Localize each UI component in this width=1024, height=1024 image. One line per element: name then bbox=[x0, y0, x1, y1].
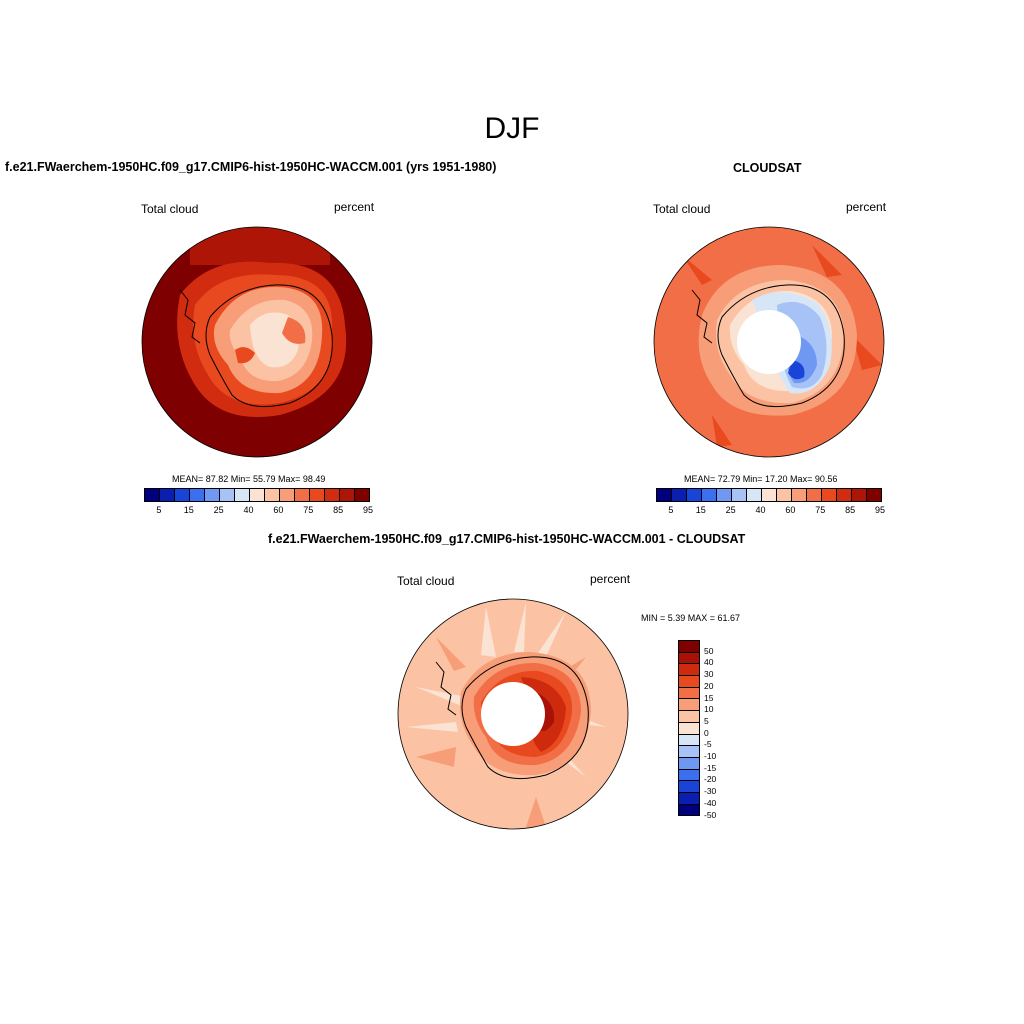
colorbar-swatch bbox=[679, 676, 699, 688]
colorbar-tick-label: 60 bbox=[273, 505, 284, 515]
colorbar-swatch bbox=[657, 489, 672, 501]
colorbar-swatch bbox=[679, 804, 699, 816]
model-colorbar bbox=[144, 488, 370, 502]
colorbar-swatch bbox=[310, 489, 325, 501]
colorbar-swatch bbox=[295, 489, 310, 501]
colorbar-swatch bbox=[265, 489, 280, 501]
colorbar-swatch bbox=[702, 489, 717, 501]
colorbar-swatch bbox=[732, 489, 747, 501]
colorbar-swatch bbox=[822, 489, 837, 501]
colorbar-tick-label: 60 bbox=[785, 505, 796, 515]
colorbar-tick-label: 5 bbox=[668, 505, 674, 515]
colorbar-swatch bbox=[145, 489, 160, 501]
colorbar-swatch bbox=[679, 769, 699, 782]
colorbar-tick-label: 40 bbox=[755, 505, 766, 515]
colorbar-tick-label: -5 bbox=[704, 739, 712, 750]
colorbar-swatch bbox=[679, 792, 699, 805]
colorbar-swatch bbox=[807, 489, 822, 501]
colorbar-swatch bbox=[837, 489, 852, 501]
obs-colorbar bbox=[656, 488, 882, 502]
colorbar-tick-label: -10 bbox=[704, 751, 717, 761]
model-units-label: percent bbox=[334, 200, 375, 214]
colorbar-swatch bbox=[679, 711, 699, 723]
colorbar-swatch bbox=[679, 652, 699, 665]
colorbar-swatch bbox=[175, 489, 190, 501]
colorbar-swatch bbox=[762, 489, 777, 501]
colorbar-tick-label: 95 bbox=[874, 505, 885, 515]
colorbar-swatch bbox=[679, 734, 699, 747]
colorbar-tick-label: -50 bbox=[704, 809, 717, 820]
colorbar-swatch bbox=[852, 489, 867, 501]
colorbar-tick-label: 75 bbox=[815, 505, 826, 515]
colorbar-tick-label: 40 bbox=[704, 657, 714, 668]
colorbar-tick-label: 15 bbox=[695, 505, 706, 515]
colorbar-swatch bbox=[679, 641, 699, 653]
colorbar-tick-label: 15 bbox=[704, 692, 714, 703]
model-panel-title: f.e21.FWaerchem-1950HC.f09_g17.CMIP6-his… bbox=[5, 160, 497, 174]
colorbar-swatch bbox=[679, 757, 699, 770]
figure-title: DJF bbox=[484, 112, 540, 145]
colorbar-tick-label: 85 bbox=[845, 505, 856, 515]
colorbar-tick-label: 30 bbox=[704, 669, 714, 680]
diff-stats: MIN = 5.39 MAX = 61.67 bbox=[641, 613, 741, 623]
colorbar-tick-label: 95 bbox=[362, 505, 373, 515]
colorbar-swatch bbox=[687, 489, 702, 501]
colorbar-tick-label: -20 bbox=[704, 774, 717, 785]
colorbar-swatch bbox=[220, 489, 235, 501]
model-polar-map bbox=[141, 226, 373, 458]
colorbar-swatch bbox=[747, 489, 762, 501]
colorbar-tick-label: 5 bbox=[704, 715, 709, 726]
colorbar-swatch bbox=[250, 489, 265, 501]
obs-colorbar-labels: 5 15 25 40 60 75 85 95 bbox=[656, 505, 885, 517]
colorbar-swatch bbox=[235, 489, 250, 501]
colorbar-swatch bbox=[679, 687, 699, 700]
obs-stats: MEAN= 72.79 Min= 17.20 Max= 90.56 bbox=[684, 474, 838, 484]
colorbar-tick-label: -15 bbox=[704, 762, 717, 773]
colorbar-swatch bbox=[867, 489, 881, 501]
colorbar-tick-label: 5 bbox=[156, 505, 162, 515]
colorbar-swatch bbox=[679, 722, 699, 735]
obs-panel-title: CLOUDSAT bbox=[733, 161, 802, 175]
colorbar-swatch bbox=[679, 664, 699, 677]
colorbar-swatch bbox=[672, 489, 687, 501]
diff-panel-title: f.e21.FWaerchem-1950HC.f09_g17.CMIP6-his… bbox=[268, 532, 746, 546]
colorbar-tick-label: 75 bbox=[303, 505, 314, 515]
colorbar-tick-label: 40 bbox=[243, 505, 254, 515]
colorbar-tick-label: -40 bbox=[704, 797, 717, 808]
colorbar-tick-label: 10 bbox=[704, 704, 714, 715]
colorbar-swatch bbox=[777, 489, 792, 501]
colorbar-swatch bbox=[355, 489, 369, 501]
colorbar-tick-label: 0 bbox=[704, 727, 709, 738]
colorbar-swatch bbox=[717, 489, 732, 501]
colorbar-swatch bbox=[205, 489, 220, 501]
colorbar-swatch bbox=[679, 781, 699, 793]
colorbar-swatch bbox=[340, 489, 355, 501]
colorbar-tick-label: 50 bbox=[704, 645, 714, 656]
diff-colorbar bbox=[678, 640, 700, 817]
colorbar-swatch bbox=[679, 699, 699, 712]
colorbar-tick-label: 20 bbox=[704, 680, 714, 691]
colorbar-swatch bbox=[190, 489, 205, 501]
model-colorbar-labels: 5 15 25 40 60 75 85 95 bbox=[144, 505, 373, 517]
colorbar-tick-label: 85 bbox=[333, 505, 344, 515]
model-variable-label: Total cloud bbox=[141, 202, 199, 216]
diff-polar-map bbox=[397, 598, 629, 830]
colorbar-swatch bbox=[160, 489, 175, 501]
obs-polar-map bbox=[653, 226, 885, 458]
colorbar-tick-label: 25 bbox=[725, 505, 736, 515]
colorbar-tick-label: -30 bbox=[704, 786, 717, 797]
obs-variable-label: Total cloud bbox=[653, 202, 711, 216]
colorbar-swatch bbox=[280, 489, 295, 501]
colorbar-tick-label: 25 bbox=[213, 505, 224, 515]
diff-units-label: percent bbox=[590, 572, 631, 586]
obs-units-label: percent bbox=[846, 200, 887, 214]
colorbar-swatch bbox=[325, 489, 340, 501]
colorbar-swatch bbox=[679, 746, 699, 758]
diff-variable-label: Total cloud bbox=[397, 574, 455, 588]
model-stats: MEAN= 87.82 Min= 55.79 Max= 98.49 bbox=[172, 474, 326, 484]
colorbar-swatch bbox=[792, 489, 807, 501]
colorbar-tick-label: 15 bbox=[183, 505, 194, 515]
